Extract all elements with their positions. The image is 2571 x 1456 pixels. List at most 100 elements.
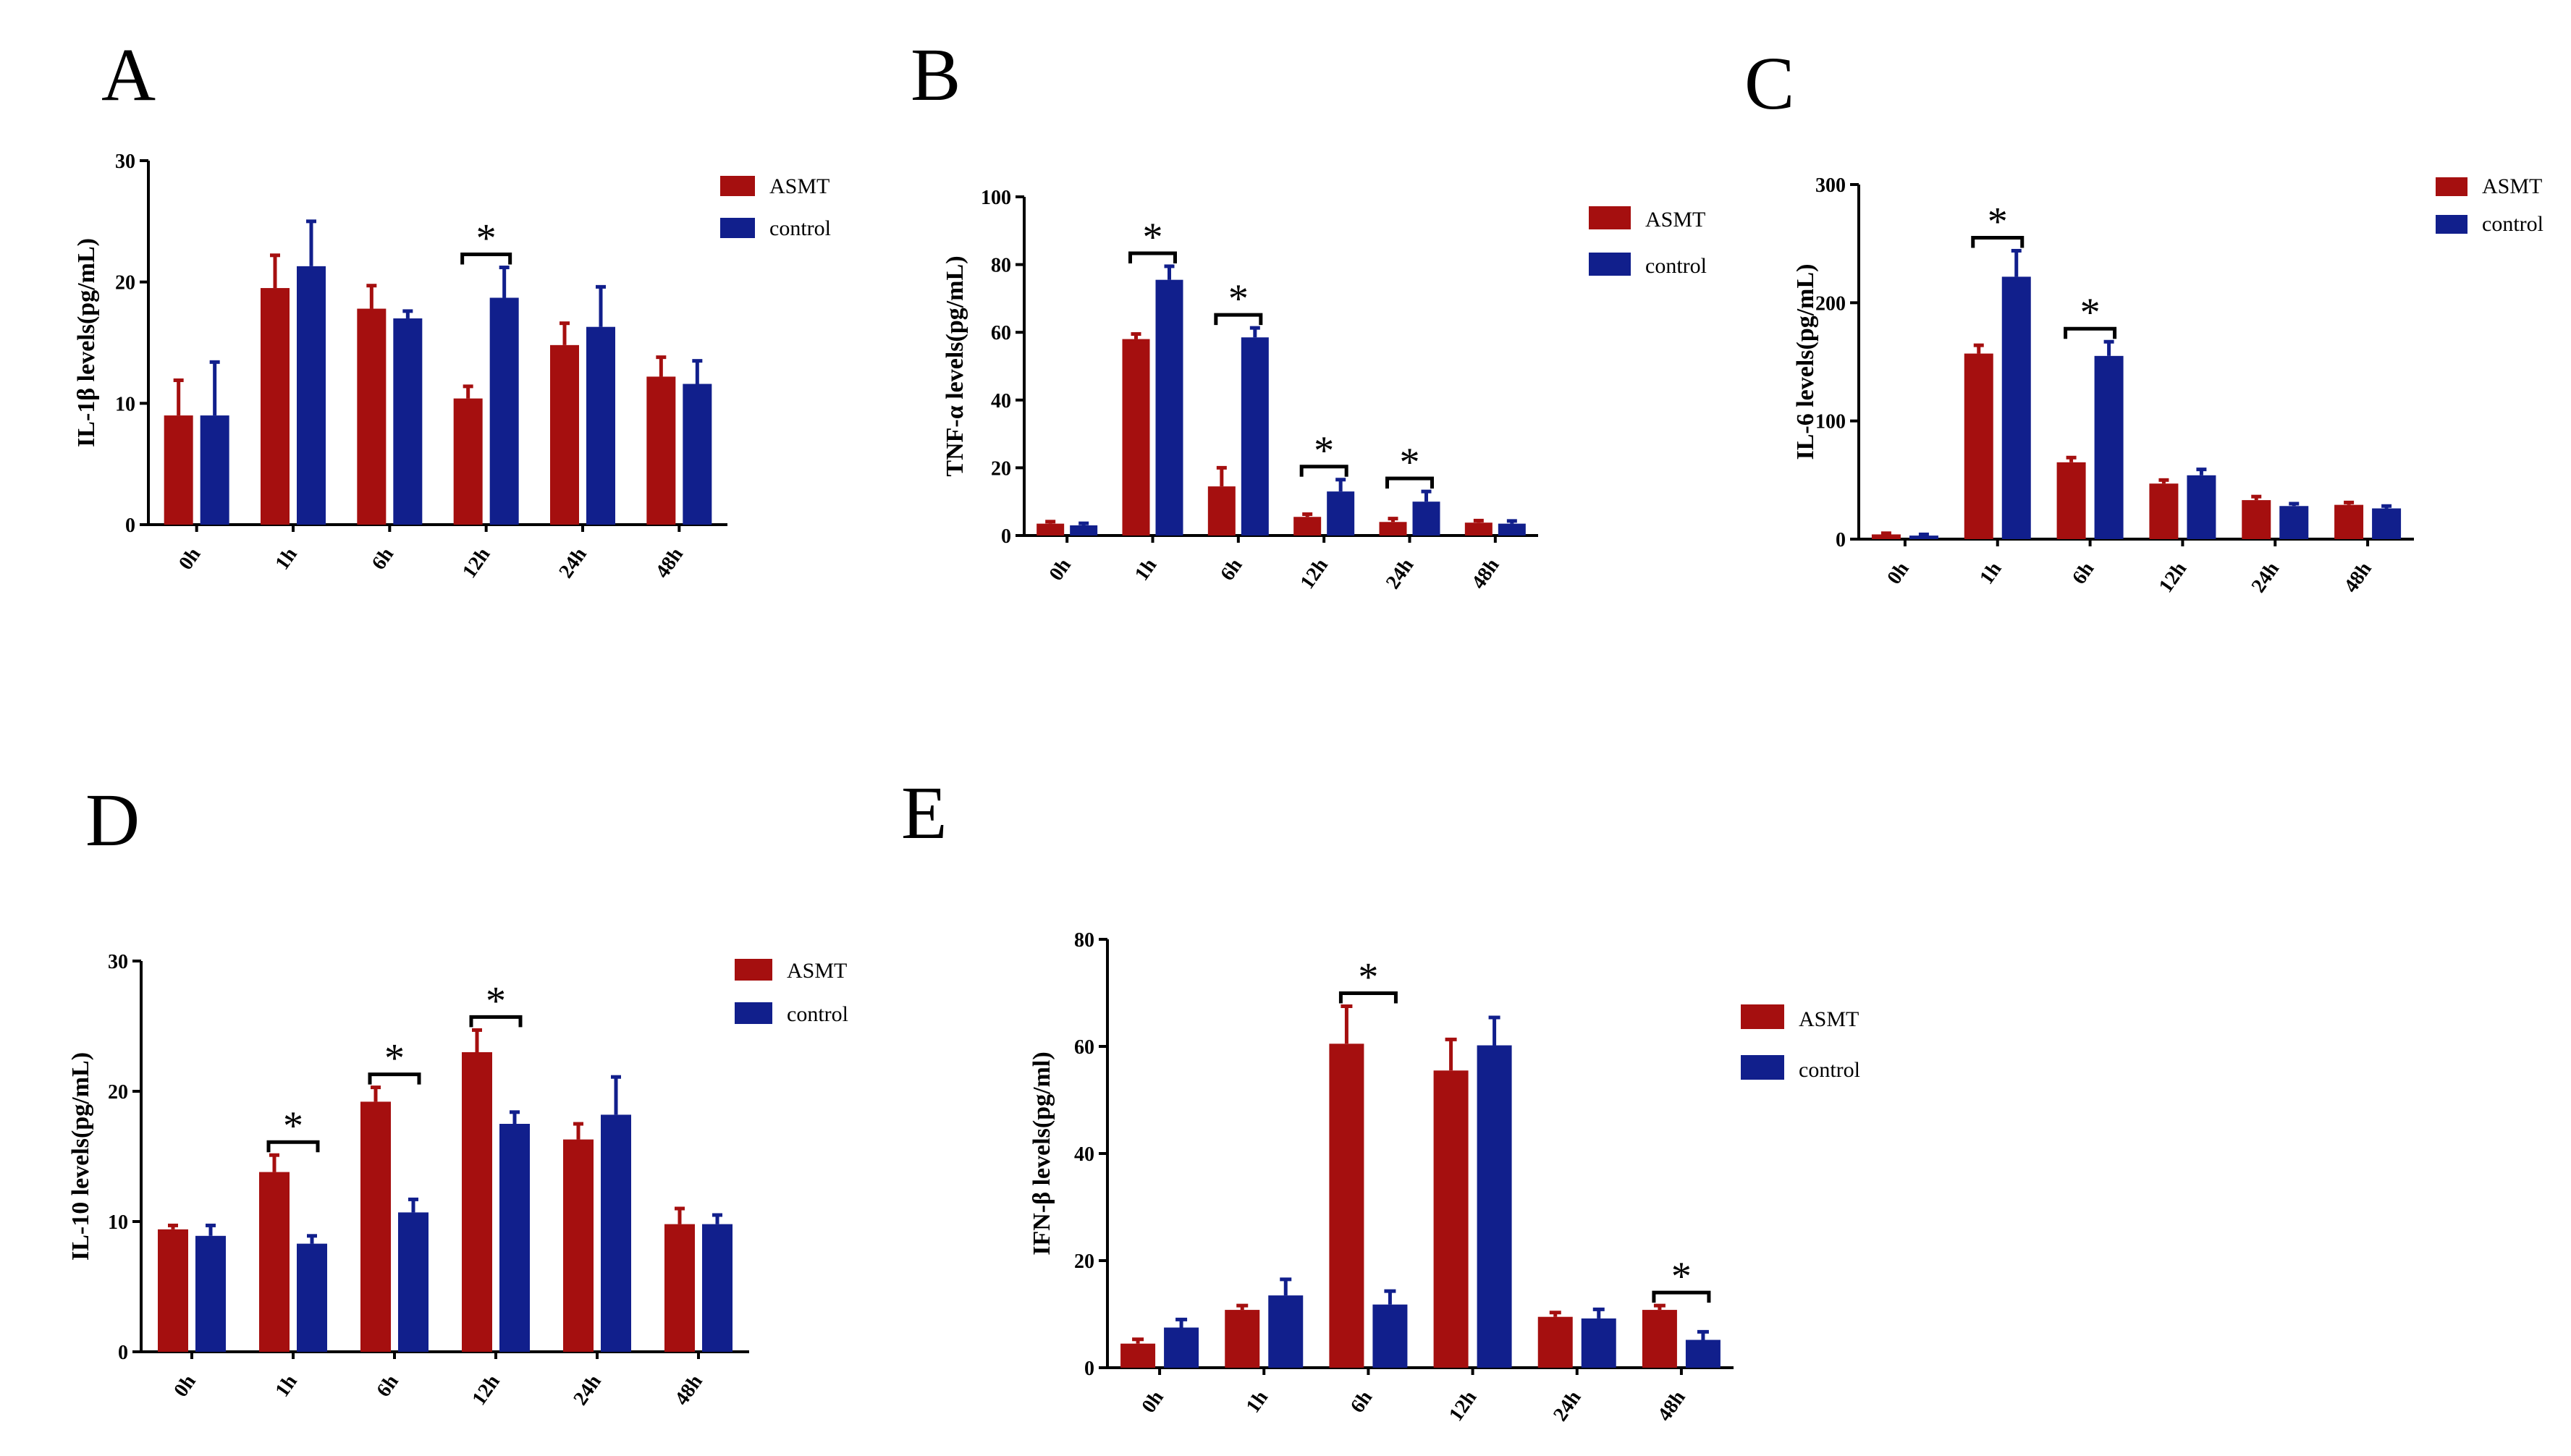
legend-label-control: control	[769, 216, 831, 240]
panel-letter: C	[1744, 42, 1794, 125]
x-tick-label: 0h	[1045, 554, 1076, 585]
y-tick-label: 30	[115, 151, 135, 173]
bar-control-48h	[702, 1224, 733, 1352]
bar-control-1h	[1155, 279, 1183, 536]
bar-asmt-1h	[259, 1172, 290, 1352]
significance-bracket	[368, 1072, 421, 1085]
significance-bracket	[1652, 1290, 1711, 1303]
bar-control-1h	[1268, 1295, 1304, 1368]
legend-label-control: control	[1799, 1058, 1860, 1082]
x-tick-label: 6h	[368, 543, 399, 574]
bar-control-1h	[297, 1243, 327, 1352]
panel-a: A IL-1β levels(pg/mL) 0 10 20 30 0h 1h 6h 12h * 24h…	[73, 33, 831, 583]
bar-asmt-24h	[550, 344, 579, 525]
legend-label-asmt: ASMT	[1645, 208, 1705, 232]
bar-control-24h	[601, 1114, 631, 1352]
panel-d: D IL-10 levels(pg/mL) 0 10 20 30 0h 1h * 6h * 12h * 2…	[67, 779, 848, 1410]
legend-swatch-asmt	[2436, 177, 2467, 196]
y-axis-label: IL-6 levels(pg/mL)	[1792, 263, 1819, 460]
bar-asmt-48h	[1464, 522, 1493, 536]
legend-swatch-asmt	[1589, 206, 1631, 229]
x-tick-label: 12h	[468, 1371, 505, 1410]
bar-asmt-12h	[1293, 517, 1322, 536]
x-tick-label: 48h	[651, 543, 688, 583]
y-tick-label: 0	[1084, 1358, 1094, 1380]
bar-control-48h	[1498, 523, 1526, 536]
bar-control-1h	[297, 266, 326, 525]
bar-control-0h	[200, 415, 229, 525]
bar-asmt-6h	[2056, 462, 2086, 539]
bar-control-48h	[2372, 508, 2402, 539]
bar-control-0h	[195, 1235, 226, 1352]
bar-asmt-6h	[1329, 1044, 1364, 1368]
significance-marker: *	[2080, 290, 2101, 335]
bar-asmt-24h	[563, 1139, 594, 1352]
significance-marker: *	[1671, 1254, 1692, 1299]
bar-asmt-6h	[360, 1101, 391, 1352]
legend-label-asmt: ASMT	[769, 174, 829, 198]
x-tick-label: 0h	[174, 543, 206, 574]
legend: ASMT control	[1741, 1004, 1860, 1082]
bar-asmt-24h	[1537, 1316, 1573, 1368]
y-tick-label: 300	[1815, 174, 1846, 197]
significance-marker: *	[1358, 955, 1378, 1000]
significance-bracket	[266, 1140, 320, 1153]
bar-asmt-1h	[261, 288, 290, 525]
bar-control-48h	[1685, 1339, 1721, 1368]
legend-swatch-control	[1741, 1055, 1784, 1080]
bar-control-24h	[586, 326, 615, 525]
bar-control-6h	[1372, 1304, 1408, 1368]
bar-control-12h	[2187, 475, 2216, 539]
x-tick-label: 48h	[670, 1371, 707, 1410]
y-axis-label: TNF-α levels(pg/mL)	[942, 255, 968, 476]
bar-asmt-12h	[462, 1052, 492, 1352]
panel-letter: A	[101, 33, 156, 117]
legend-label-control: control	[2482, 212, 2543, 236]
y-tick-label: 40	[991, 390, 1011, 412]
bar-control-12h	[489, 297, 519, 525]
panel-b: B TNF-α levels(pg/mL) 0 20 40 60 80 100 0h 1h * 6h *…	[911, 33, 1707, 593]
significance-marker: *	[1988, 199, 2008, 244]
x-tick-label: 24h	[1549, 1387, 1586, 1426]
x-tick-label: 24h	[1382, 554, 1419, 593]
x-tick-label: 24h	[2247, 558, 2284, 597]
y-tick-label: 0	[125, 515, 135, 537]
significance-bracket	[1338, 991, 1398, 1004]
y-tick-label: 0	[1001, 525, 1011, 548]
legend-label-asmt: ASMT	[2482, 174, 2542, 198]
bar-asmt-48h	[646, 376, 676, 525]
significance-marker: *	[1228, 276, 1249, 321]
bar-asmt-12h	[453, 398, 483, 525]
bar-asmt-1h	[1122, 339, 1150, 536]
bar-asmt-12h	[1433, 1070, 1469, 1368]
y-axis-label: IL-1β levels(pg/mL)	[73, 238, 100, 447]
significance-marker: *	[1314, 428, 1334, 473]
legend-swatch-control	[720, 218, 755, 238]
bar-asmt-1h	[1225, 1310, 1260, 1368]
legend-swatch-asmt	[1741, 1004, 1784, 1029]
x-tick-label: 6h	[1216, 554, 1247, 585]
bar-control-24h	[1581, 1318, 1616, 1368]
x-tick-label: 0h	[1883, 558, 1914, 588]
significance-marker: *	[476, 216, 497, 261]
bar-asmt-48h	[2334, 504, 2364, 539]
y-tick-label: 60	[1074, 1036, 1094, 1059]
y-axis-label: IL-10 levels(pg/mL)	[67, 1052, 94, 1261]
y-tick-label: 100	[1815, 411, 1846, 433]
bar-control-6h	[393, 318, 423, 525]
significance-marker: *	[486, 978, 506, 1023]
significance-bracket	[1214, 313, 1263, 326]
bar-control-12h	[1477, 1045, 1512, 1368]
bar-control-1h	[2001, 276, 2031, 539]
legend-label-asmt: ASMT	[1799, 1007, 1859, 1031]
significance-marker: *	[1400, 440, 1420, 485]
bar-control-48h	[683, 384, 712, 525]
y-tick-label: 80	[1074, 929, 1094, 952]
x-tick-label: 12h	[1445, 1387, 1482, 1426]
significance-marker: *	[283, 1104, 303, 1148]
legend: ASMT control	[735, 959, 848, 1026]
bar-control-24h	[2279, 506, 2309, 539]
bar-asmt-1h	[1964, 353, 1993, 539]
y-tick-label: 20	[115, 272, 135, 295]
bar-control-6h	[398, 1212, 428, 1352]
